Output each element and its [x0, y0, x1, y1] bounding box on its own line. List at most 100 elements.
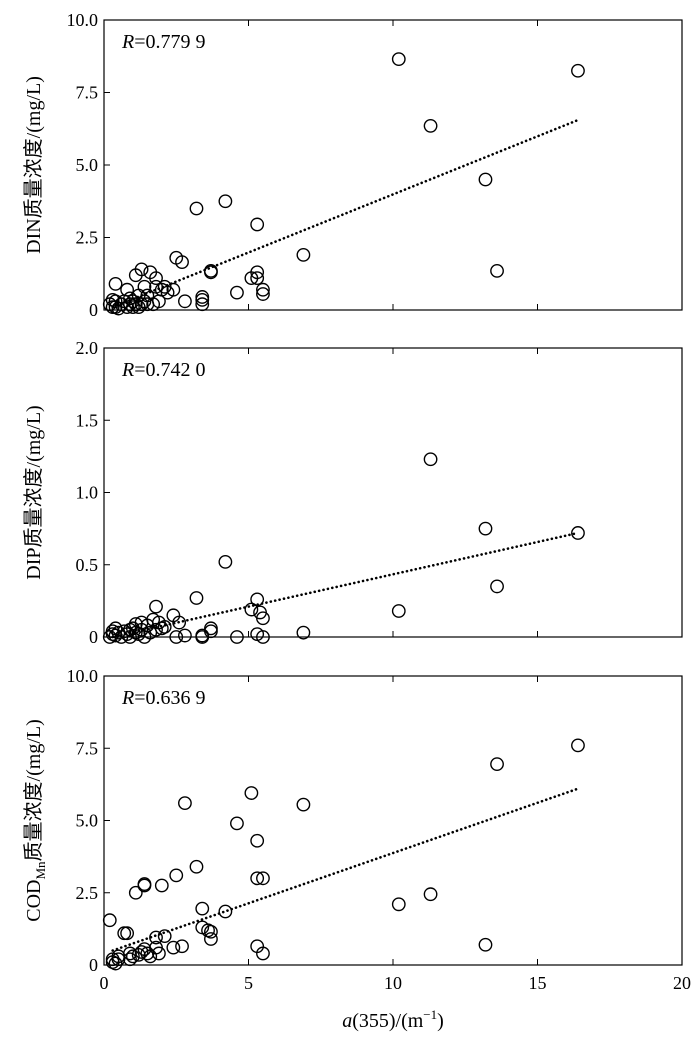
y-axis-label: DIN质量浓度/(mg/L) [22, 76, 45, 254]
x-tick-label: 5 [244, 973, 253, 993]
data-point [391, 604, 406, 618]
r-value: =0.636 9 [134, 687, 205, 709]
data-point [134, 945, 149, 959]
data-point [134, 262, 149, 277]
data-point [178, 294, 192, 309]
data-point [204, 263, 218, 278]
data-point [195, 290, 210, 304]
data-point [571, 526, 585, 540]
data-point [166, 282, 181, 297]
data-point [120, 926, 135, 941]
data-point [250, 833, 265, 848]
y-tick-label: 2.5 [76, 883, 99, 903]
data-point [128, 885, 143, 900]
data-point [423, 887, 438, 902]
data-point [230, 285, 244, 300]
data-point [250, 265, 265, 280]
data-point [204, 924, 218, 939]
data-point [157, 929, 172, 943]
x-axis-label: a(355)/(m−1) [342, 1007, 444, 1032]
data-point [256, 946, 270, 961]
r-annotation: R=0.636 9 [121, 687, 206, 709]
data-point [256, 282, 270, 297]
data-point [189, 859, 204, 874]
data-point [423, 452, 438, 467]
y-axis-label: DIP质量浓度/(mg/L) [22, 405, 45, 579]
data-point [230, 630, 244, 644]
data-point [137, 877, 152, 891]
data-point [571, 63, 585, 78]
data-point [157, 619, 172, 634]
data-point [149, 599, 163, 614]
data-point [296, 625, 311, 640]
data-point [490, 579, 504, 594]
data-point [102, 913, 117, 928]
data-point [178, 628, 192, 643]
data-point [149, 622, 163, 637]
data-point [478, 521, 493, 536]
data-point [166, 940, 181, 955]
y-tick-label: 1.0 [76, 483, 99, 503]
plot-frame [103, 347, 683, 638]
data-point [128, 297, 143, 312]
r-variable: R [121, 359, 134, 381]
data-point [195, 628, 210, 643]
r-variable: R [121, 687, 134, 709]
y-tick-label: 7.5 [76, 83, 99, 103]
x-axis-label-var: a [342, 1010, 352, 1032]
r-value: =0.742 0 [134, 359, 205, 381]
y-tick-label: 2.5 [76, 228, 99, 248]
y-axis-label: CODMn质量浓度/(mg/L) [22, 719, 48, 922]
data-point [391, 52, 406, 67]
data-point [230, 816, 244, 831]
data-point [256, 871, 270, 886]
r-value: =0.779 9 [134, 31, 205, 53]
x-axis-label-sup: −1 [423, 1007, 437, 1022]
data-point [154, 878, 169, 893]
panel-1: 0 2.5 5.0 7.5 10.0 R=0.779 9 DIN质量浓度/(mg/L) [22, 10, 683, 320]
data-point [250, 271, 265, 285]
data-point [149, 930, 163, 945]
plot-frame [103, 675, 683, 966]
data-point [108, 956, 123, 971]
x-tick-label: 0 [100, 973, 109, 993]
x-axis-label-mid: (355)/(m [352, 1010, 424, 1032]
data-point [478, 937, 493, 952]
data-point [169, 868, 184, 883]
panel-2: 0 0.5 1.0 1.5 2.0 R=0.742 0 DIP质量浓度/(mg/L) [22, 338, 683, 647]
data-point [178, 796, 192, 811]
data-point [490, 757, 504, 772]
y-tick-label: 0.5 [76, 555, 99, 575]
y-axis-label-sub: Mn [33, 861, 48, 880]
data-point [125, 300, 140, 314]
trend-line [111, 118, 580, 309]
y-tick-label: 1.5 [76, 410, 99, 430]
data-point [149, 271, 163, 285]
y-tick-label: 10.0 [67, 666, 99, 686]
x-axis-label-end: ) [437, 1010, 444, 1032]
data-point [423, 118, 438, 133]
data-point [218, 194, 233, 209]
plot-frame [103, 19, 683, 311]
y-axis-label-rest: 质量浓度/(mg/L) [22, 719, 45, 861]
data-point [137, 279, 152, 294]
data-point [218, 554, 233, 569]
x-tick-label: 20 [673, 973, 691, 993]
trend-line [111, 787, 580, 952]
panel-3: 0 2.5 5.0 7.5 10.0 0 5 10 15 20 R=0.636 9 CODMn质量浓度… [22, 666, 691, 1032]
data-point [250, 871, 265, 886]
data-point [478, 172, 493, 187]
y-tick-label: 10.0 [67, 10, 99, 30]
data-point [571, 738, 585, 753]
data-point [123, 297, 137, 312]
r-variable: R [121, 31, 134, 53]
data-point [195, 297, 210, 312]
y-tick-label: 0 [89, 955, 98, 975]
y-tick-label: 7.5 [76, 738, 99, 758]
data-point [175, 939, 189, 954]
data-point [195, 901, 210, 916]
data-point [391, 897, 406, 912]
data-point [244, 786, 259, 800]
data-point [175, 255, 189, 270]
data-point [218, 904, 233, 919]
